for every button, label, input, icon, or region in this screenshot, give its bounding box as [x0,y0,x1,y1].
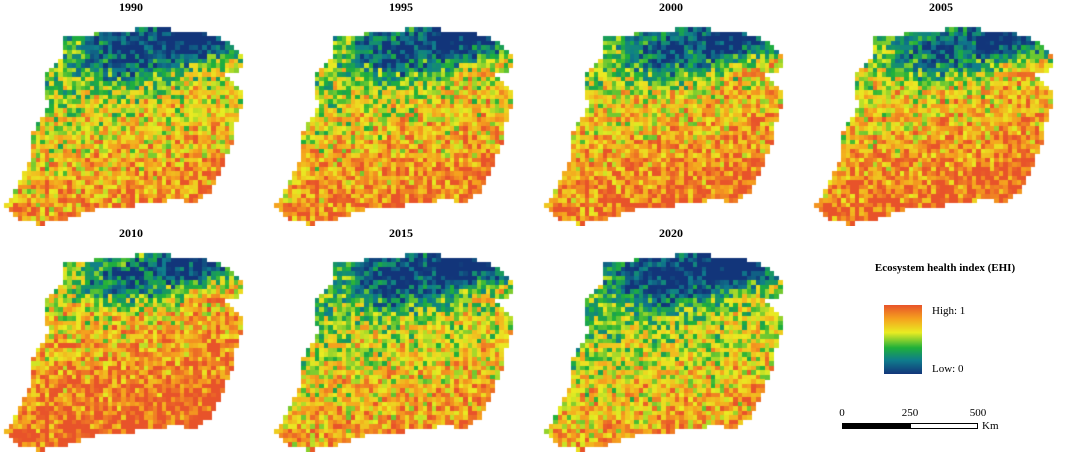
map-panel-1990: 1990 [0,0,262,226]
ehi-raster-map [540,240,795,452]
map-panel-2000: 2000 [540,0,802,226]
panel-year-label: 2005 [929,0,953,14]
panel-year-label: 2015 [389,226,413,240]
scale-bar-white-segment [910,423,978,429]
ehi-raster-map [0,14,255,226]
ehi-raster-map [270,240,525,452]
map-panel-2005: 2005 [810,0,1065,226]
map-panel-2020: 2020 [540,226,802,452]
map-panel-2015: 2015 [270,226,532,452]
panel-year-label: 2000 [659,0,683,14]
legend: Ecosystem health index (EHI) High: 1 Low… [830,255,1060,445]
scale-tick-250: 250 [901,407,919,419]
scale-tick-500: 500 [969,407,987,419]
ehi-raster-map [810,14,1065,226]
map-panel-1995: 1995 [270,0,532,226]
panel-year-label: 1995 [389,0,413,14]
scale-unit-label: Km [982,420,999,432]
ehi-raster-map [270,14,525,226]
panel-year-label: 2010 [119,226,143,240]
scale-bar-black-segment [842,423,910,429]
legend-low-label: Low: 0 [932,363,964,375]
legend-title: Ecosystem health index (EHI) [874,262,1016,274]
panel-year-label: 2020 [659,226,683,240]
ehi-raster-map [540,14,795,226]
ehi-raster-map [0,240,255,452]
scale-bar: 0 250 500 Km [839,407,1032,437]
panel-year-label: 1990 [119,0,143,14]
legend-color-ramp [884,305,922,374]
map-panel-2010: 2010 [0,226,262,452]
scale-tick-0: 0 [839,407,845,419]
legend-high-label: High: 1 [932,305,966,317]
